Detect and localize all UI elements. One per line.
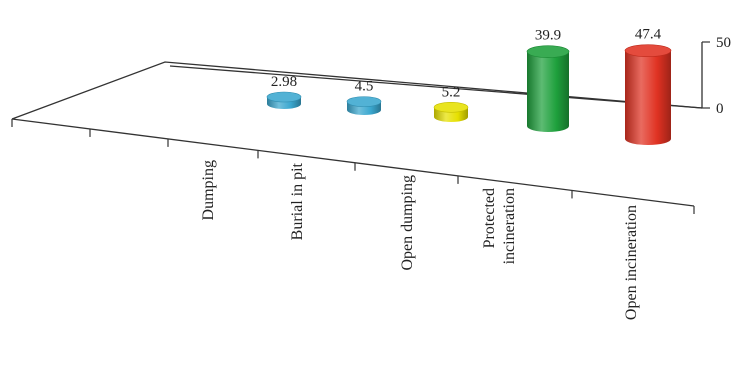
value-labels: 2.98 4.5 5.2 39.9 47.4 (271, 27, 662, 101)
category-label: Open incineration (623, 205, 640, 320)
bar-top (433, 102, 469, 113)
chart-floor-outline (11, 61, 703, 207)
y-axis-ticks: 0 50 (702, 35, 731, 117)
value-label: 47.4 (635, 27, 662, 43)
x-axis-ticks (11, 119, 695, 214)
category-label: Protected incineration (481, 188, 518, 264)
bar-body (625, 50, 671, 145)
y-tick-label: 50 (716, 35, 731, 51)
bar-4 (526, 45, 570, 133)
category-label: Burial in pit (289, 162, 306, 240)
value-label: 39.9 (535, 28, 561, 44)
bar-1 (266, 91, 302, 109)
value-label: 2.98 (271, 74, 297, 90)
bar-2 (346, 96, 382, 115)
category-label: Dumping (200, 160, 217, 220)
bar-top (624, 44, 672, 57)
zero-baseline (169, 65, 703, 109)
category-label: Open dumping (399, 175, 416, 271)
chart-axes (11, 42, 703, 207)
bar-series (266, 44, 672, 145)
bar-body (527, 51, 569, 133)
value-label: 5.2 (442, 84, 461, 100)
bar-top (346, 96, 382, 107)
bar-5 (624, 44, 672, 145)
bar-top (266, 91, 302, 103)
y-tick-label: 0 (716, 101, 724, 117)
bar-3 (433, 102, 469, 122)
value-label: 4.5 (355, 79, 374, 95)
bar-top (526, 45, 570, 58)
category-labels: Dumping Burial in pit Open dumping Protecte… (200, 160, 640, 320)
